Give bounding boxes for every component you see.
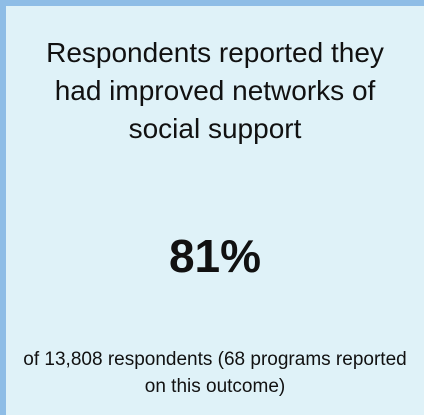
respondents-footnote: of 13,808 respondents (68 programs repor… (23, 349, 407, 397)
outcome-percentage: 81% (168, 230, 262, 282)
outcome-headline: Respondents reported they had improved n… (46, 37, 384, 144)
